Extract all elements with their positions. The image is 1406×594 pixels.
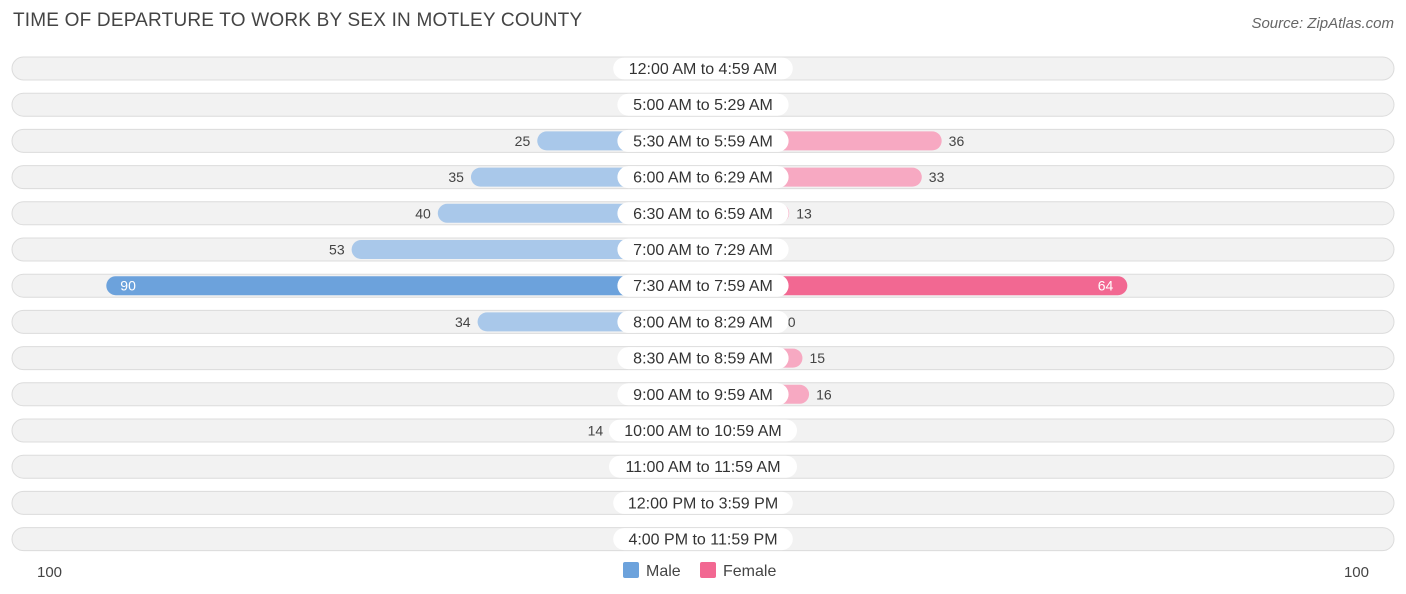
female-value-label: 16: [816, 386, 832, 402]
chart-row: 5377:00 AM to 7:29 AM: [11, 237, 1395, 262]
chart-row: 4912:00 PM to 3:59 PM: [11, 490, 1395, 515]
category-label: 4:00 PM to 11:59 PM: [628, 532, 777, 549]
category-label: 9:00 AM to 9:59 AM: [633, 387, 773, 404]
category-label: 11:00 AM to 11:59 AM: [625, 459, 780, 476]
category-label: 8:30 AM to 8:59 AM: [633, 351, 773, 368]
category-pill: [613, 491, 793, 514]
category-pill: [609, 455, 797, 478]
category-label: 6:00 AM to 6:29 AM: [633, 170, 773, 187]
chart-row: 35 33 6:00 AM to 6:29 AM: [11, 165, 1395, 190]
chart-row: 40 13 6:30 AM to 6:59 AM: [11, 201, 1395, 226]
male-value-label: 34: [455, 314, 471, 330]
legend-swatch-male: [623, 562, 639, 578]
category-label: 7:30 AM to 7:59 AM: [633, 278, 773, 295]
category-pill: [617, 274, 789, 297]
category-label: 10:00 AM to 10:59 AM: [624, 423, 781, 440]
legend-label-male: Male: [646, 563, 681, 580]
category-label: 12:00 PM to 3:59 PM: [628, 495, 778, 512]
category-pill: [617, 310, 789, 333]
chart-row: 25 36 5:30 AM to 5:59 AM: [11, 128, 1395, 153]
category-pill: [617, 347, 789, 370]
legend-label-female: Female: [723, 563, 776, 580]
female-bar[interactable]: [703, 276, 1128, 296]
chart-row: 0011:00 AM to 11:59 AM: [11, 454, 1395, 479]
chart-row: 0512:00 AM to 4:59 AM: [11, 56, 1395, 81]
male-value-label: 53: [329, 242, 345, 258]
category-label: 6:30 AM to 6:59 AM: [633, 206, 773, 223]
category-pill: [613, 528, 793, 551]
axis-label-left: 100: [37, 564, 62, 581]
category-label: 5:00 AM to 5:29 AM: [633, 97, 773, 114]
category-pill: [617, 202, 789, 225]
category-label: 7:00 AM to 7:29 AM: [633, 242, 773, 259]
category-label: 5:30 AM to 5:59 AM: [633, 133, 773, 150]
female-value-label: 13: [796, 205, 812, 221]
category-label: 12:00 AM to 4:59 AM: [629, 61, 778, 78]
category-pill: [617, 129, 789, 152]
category-pill: [609, 419, 797, 442]
female-value-label: 64: [1098, 278, 1114, 294]
female-value-label: 15: [809, 350, 825, 366]
chart-row: 004:00 PM to 11:59 PM: [11, 527, 1395, 552]
male-value-label: 25: [515, 133, 531, 149]
chart-row: 4169:00 AM to 9:59 AM: [11, 382, 1395, 407]
source-label: Source: ZipAtlas.com: [1251, 15, 1394, 32]
male-bar[interactable]: [351, 240, 703, 259]
male-bar[interactable]: [106, 276, 704, 296]
chart-row: 505:00 AM to 5:29 AM: [11, 92, 1395, 117]
category-label: 8:00 AM to 8:29 AM: [633, 314, 773, 331]
female-value-label: 36: [949, 133, 965, 149]
category-pill: [617, 238, 789, 261]
male-value-label: 14: [588, 423, 604, 439]
chart-row: 0158:30 AM to 8:59 AM: [11, 346, 1395, 371]
axis-label-right: 100: [1344, 564, 1369, 581]
category-pill: [613, 57, 793, 80]
category-pill: [617, 93, 789, 116]
chart-row: 14010:00 AM to 10:59 AM: [11, 418, 1395, 443]
legend-swatch-female: [700, 562, 716, 578]
male-value-label: 90: [120, 278, 136, 294]
category-pill: [617, 383, 789, 406]
legend: Male Female: [623, 562, 776, 580]
chart-row: 90 64 7:30 AM to 7:59 AM: [11, 273, 1395, 298]
category-pill: [617, 166, 789, 189]
chart-title: TIME OF DEPARTURE TO WORK BY SEX IN MOTL…: [13, 10, 583, 31]
male-value-label: 40: [415, 205, 431, 221]
chart-row: 34108:00 AM to 8:29 AM: [11, 309, 1395, 334]
female-value-label: 33: [929, 169, 945, 185]
male-value-label: 35: [448, 169, 464, 185]
